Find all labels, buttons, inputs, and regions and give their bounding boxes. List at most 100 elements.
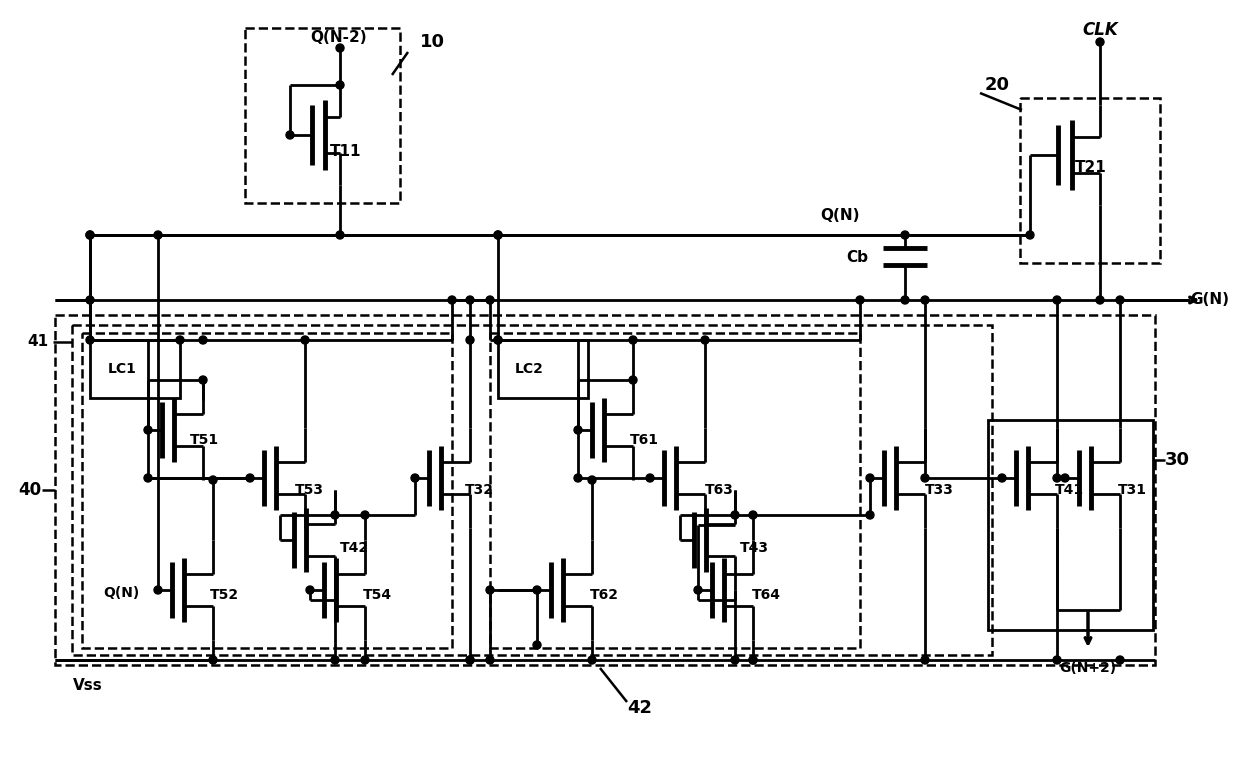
Text: T54: T54 [363, 588, 392, 602]
Circle shape [866, 511, 874, 519]
Circle shape [486, 656, 494, 664]
Circle shape [1053, 656, 1061, 664]
Circle shape [732, 656, 739, 664]
Text: 42: 42 [627, 699, 652, 717]
Circle shape [494, 336, 502, 344]
Circle shape [144, 474, 153, 482]
Circle shape [144, 426, 153, 434]
Circle shape [901, 296, 909, 304]
Circle shape [694, 586, 702, 594]
Circle shape [574, 426, 582, 434]
Circle shape [448, 296, 456, 304]
Circle shape [749, 656, 756, 664]
Circle shape [921, 656, 929, 664]
Circle shape [1053, 474, 1061, 482]
Circle shape [1096, 38, 1104, 46]
Bar [82, 333, 453, 648]
Circle shape [921, 296, 929, 304]
Circle shape [533, 641, 541, 649]
Text: G(N): G(N) [1190, 293, 1230, 308]
Circle shape [466, 656, 474, 664]
Text: T21: T21 [1075, 161, 1107, 176]
Text: CLK: CLK [1083, 21, 1118, 39]
Circle shape [466, 336, 474, 344]
Circle shape [86, 296, 94, 304]
Text: T52: T52 [210, 588, 239, 602]
Circle shape [998, 474, 1006, 482]
Circle shape [86, 336, 94, 344]
Text: 10: 10 [420, 33, 445, 51]
Text: LC1: LC1 [108, 362, 136, 376]
Circle shape [336, 81, 343, 89]
Text: T64: T64 [751, 588, 781, 602]
Circle shape [410, 474, 419, 482]
Circle shape [466, 656, 474, 664]
Circle shape [629, 376, 637, 384]
Circle shape [331, 656, 339, 664]
Text: 40: 40 [19, 481, 42, 499]
Bar [498, 340, 588, 398]
Circle shape [494, 231, 502, 239]
Circle shape [901, 231, 909, 239]
Text: Q(N-2): Q(N-2) [310, 30, 367, 45]
Circle shape [701, 336, 709, 344]
Text: T62: T62 [590, 588, 619, 602]
Text: T31: T31 [1118, 483, 1147, 497]
Circle shape [494, 231, 502, 239]
Text: T42: T42 [340, 541, 370, 555]
Text: LC2: LC2 [515, 362, 544, 376]
Text: T61: T61 [630, 433, 658, 447]
Circle shape [646, 474, 653, 482]
Text: T33: T33 [925, 483, 954, 497]
Circle shape [198, 336, 207, 344]
Text: Cb: Cb [846, 249, 868, 265]
Text: T63: T63 [706, 483, 734, 497]
Bar [72, 325, 992, 655]
Circle shape [86, 231, 94, 239]
Circle shape [331, 511, 339, 519]
Circle shape [533, 586, 541, 594]
Circle shape [1096, 296, 1104, 304]
Text: Vss: Vss [73, 677, 103, 693]
Text: T41: T41 [1055, 483, 1084, 497]
Circle shape [198, 376, 207, 384]
Bar [1021, 98, 1159, 263]
Circle shape [86, 231, 94, 239]
Circle shape [574, 474, 582, 482]
Circle shape [1116, 296, 1123, 304]
Circle shape [286, 131, 294, 139]
Circle shape [1025, 231, 1034, 239]
Text: T43: T43 [740, 541, 769, 555]
Circle shape [588, 476, 596, 484]
Text: T32: T32 [465, 483, 494, 497]
Circle shape [866, 474, 874, 482]
Circle shape [629, 336, 637, 344]
Bar [988, 420, 1153, 630]
Text: 41: 41 [27, 334, 48, 350]
Circle shape [1116, 656, 1123, 664]
Circle shape [361, 656, 370, 664]
Circle shape [588, 656, 596, 664]
Text: Q(N): Q(N) [820, 208, 859, 223]
Circle shape [361, 511, 370, 519]
Text: G(N+2): G(N+2) [1059, 661, 1116, 675]
Circle shape [336, 231, 343, 239]
Circle shape [486, 296, 494, 304]
Circle shape [154, 586, 162, 594]
Circle shape [1061, 474, 1069, 482]
Bar [246, 28, 401, 203]
Text: 30: 30 [1166, 451, 1190, 469]
Circle shape [210, 656, 217, 664]
Circle shape [856, 296, 864, 304]
Circle shape [246, 474, 254, 482]
Circle shape [466, 296, 474, 304]
Text: 20: 20 [985, 76, 1011, 94]
Text: T53: T53 [295, 483, 324, 497]
Circle shape [301, 336, 309, 344]
Bar [91, 340, 180, 398]
Text: T11: T11 [330, 144, 362, 159]
Circle shape [732, 511, 739, 519]
Circle shape [336, 44, 343, 52]
Bar [490, 333, 861, 648]
Text: T51: T51 [190, 433, 219, 447]
